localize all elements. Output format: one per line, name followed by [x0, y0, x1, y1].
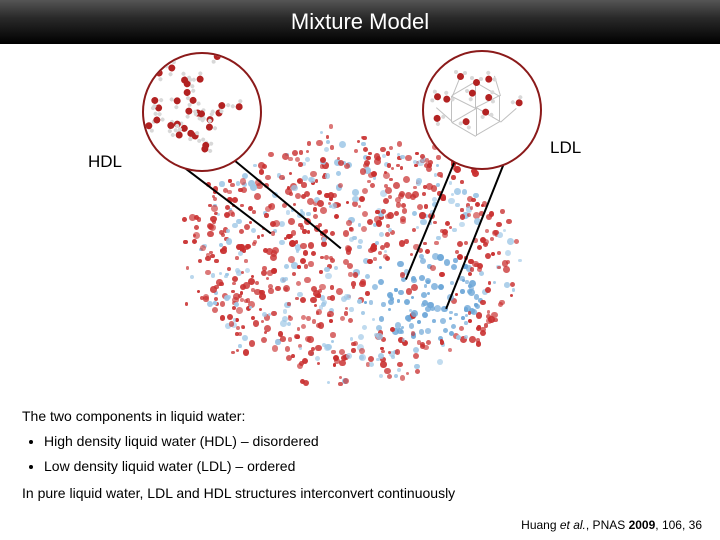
cite-sep: , PNAS: [586, 518, 629, 532]
hdl-inset-circle: [142, 52, 262, 172]
ldl-inset-circle: [422, 50, 542, 170]
diagram-stage: HDL LDL: [0, 44, 720, 400]
cite-prefix: Huang: [521, 518, 560, 532]
bullet-list: High density liquid water (HDL) – disord…: [22, 431, 698, 477]
outro-line: In pure liquid water, LDL and HDL struct…: [22, 483, 698, 504]
bullet-hdl: High density liquid water (HDL) – disord…: [44, 431, 698, 452]
hdl-label: HDL: [88, 152, 122, 172]
title-bar: Mixture Model: [0, 0, 720, 44]
body-text: The two components in liquid water: High…: [0, 400, 720, 504]
bullet-ldl: Low density liquid water (LDL) – ordered: [44, 456, 698, 477]
slide-title: Mixture Model: [291, 9, 429, 35]
citation: Huang et al., PNAS 2009, 106, 36: [521, 518, 702, 532]
cite-etal: et al.: [560, 518, 586, 532]
ldl-label: LDL: [550, 138, 581, 158]
intro-line: The two components in liquid water:: [22, 406, 698, 427]
cite-suffix: , 106, 36: [655, 518, 702, 532]
cite-year: 2009: [629, 518, 656, 532]
